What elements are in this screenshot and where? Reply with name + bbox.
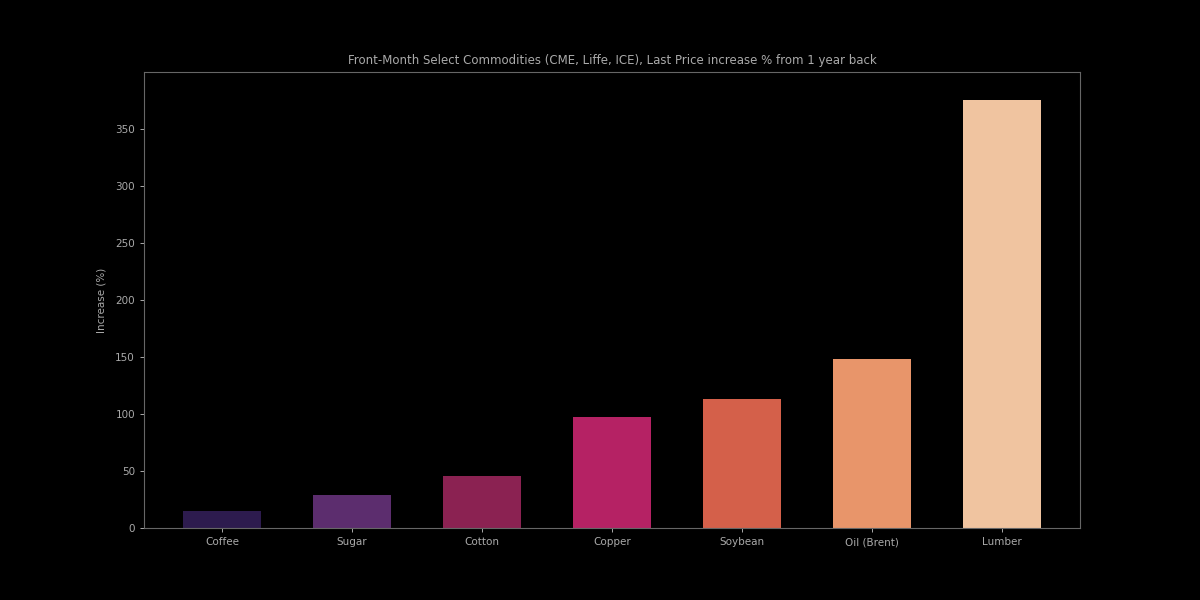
Bar: [182, 511, 262, 528]
Bar: [313, 495, 391, 528]
Bar: [833, 359, 911, 528]
Y-axis label: Increase (%): Increase (%): [97, 268, 107, 332]
Bar: [574, 418, 650, 528]
Bar: [443, 476, 521, 528]
Bar: [964, 100, 1042, 528]
Title: Front-Month Select Commodities (CME, Liffe, ICE), Last Price increase % from 1 y: Front-Month Select Commodities (CME, Lif…: [348, 53, 876, 67]
Bar: [703, 399, 781, 528]
